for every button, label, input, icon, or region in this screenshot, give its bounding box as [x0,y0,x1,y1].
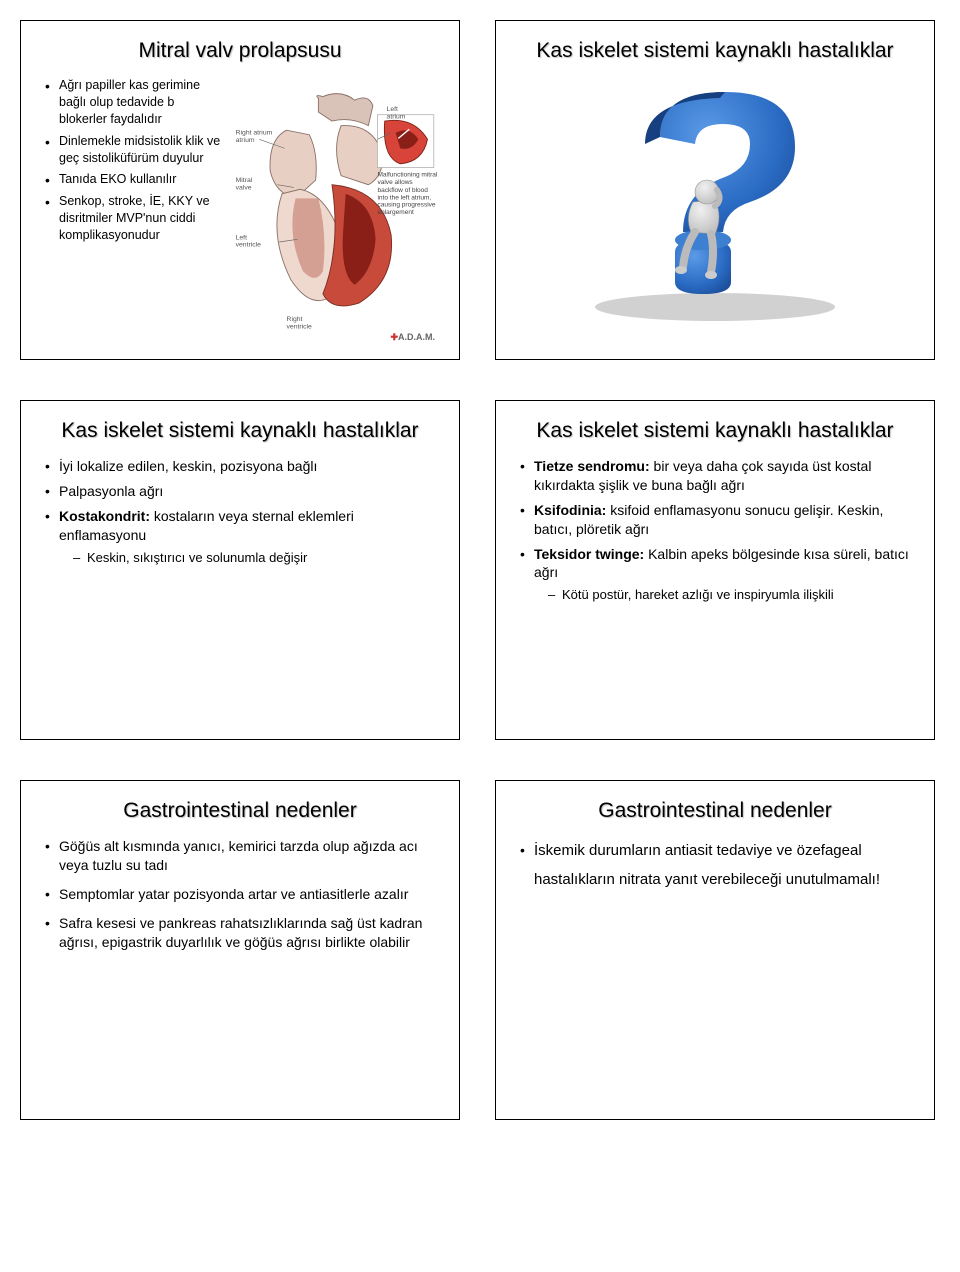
slide-gi-1: Gastrointestinal nedenler Göğüs alt kısm… [20,780,460,1120]
bullet-list: İskemik durumların antiasit tedaviye ve … [514,837,916,894]
label-right-ventricle: Right [286,316,302,323]
bullet-list: Ağrı papiller kas gerimine bağlı olup te… [39,77,224,244]
svg-text:atrium: atrium [386,113,405,120]
diagram-callout: Malfunctioning mitral valve allows backf… [377,171,439,216]
bullet-item: İyi lokalize edilen, keskin, pozisyona b… [45,457,441,476]
bullet-item: Ağrı papiller kas gerimine bağlı olup te… [45,77,224,128]
bullet-item: Kostakondrit: kostaların veya sternal ek… [45,507,441,566]
bullet-label: Teksidor twinge: [534,546,644,562]
bullet-item: Ksifodinia: ksifoid enflamasyonu sonucu … [520,501,916,539]
heart-svg: Right atrium atrium Left atrium Mitral v… [232,77,441,347]
bullet-item: Teksidor twinge: Kalbin apeks bölgesinde… [520,545,916,604]
slide-kas-1: Kas iskelet sistemi kaynaklı hastalıklar… [20,400,460,740]
bullet-list: Tietze sendromu: bir veya daha çok sayıd… [514,457,916,604]
slide-title: Kas iskelet sistemi kaynaklı hastalıklar [514,39,916,63]
slide-title: Mitral valv prolapsusu [39,39,441,63]
slide-kas-2: Kas iskelet sistemi kaynaklı hastalıklar… [495,400,935,740]
bullet-item: Göğüs alt kısmında yanıcı, kemirici tarz… [45,837,441,875]
slide-kas-question: Kas iskelet sistemi kaynaklı hastalıklar [495,20,935,360]
bullet-label: Kostakondrit: [59,508,150,524]
bullet-list-container: Ağrı papiller kas gerimine bağlı olup te… [39,77,224,347]
svg-text:ventricle: ventricle [286,323,312,330]
slide-body: İskemik durumların antiasit tedaviye ve … [514,837,916,894]
bullet-item: Palpasyonla ağrı [45,482,441,501]
bullet-label: Tietze sendromu: [534,458,650,474]
svg-text:valve: valve [236,184,252,191]
label-right-atrium: Right atrium [236,130,273,137]
bullet-item: İskemik durumların antiasit tedaviye ve … [520,837,916,894]
slide-title: Kas iskelet sistemi kaynaklı hastalıklar [514,419,916,443]
bullet-label: Ksifodinia: [534,502,606,518]
sub-list: Keskin, sıkıştırıcı ve solunumla değişir [59,549,441,567]
label-left-ventricle: Left [236,234,247,241]
bullet-item: Senkop, stroke, İE, KKY ve disritmiler M… [45,193,224,244]
sub-list: Kötü postür, hareket azlığı ve inspiryum… [534,586,916,604]
bullet-item: Safra kesesi ve pankreas rahatsızlıkları… [45,914,441,952]
bullet-item: Semptomlar yatar pozisyonda artar ve ant… [45,885,441,904]
question-mark-icon [565,82,865,322]
svg-text:atrium: atrium [236,137,255,144]
question-figure [514,77,916,327]
bullet-item: Tanıda EKO kullanılır [45,171,224,188]
slide-body: Ağrı papiller kas gerimine bağlı olup te… [39,77,441,347]
slide-grid: Mitral valv prolapsusu Ağrı papiller kas… [20,20,940,1120]
slide-mitral: Mitral valv prolapsusu Ağrı papiller kas… [20,20,460,360]
adam-logo: ✚A.D.A.M. [390,332,435,343]
slide-title: Kas iskelet sistemi kaynaklı hastalıklar [39,419,441,443]
bullet-list: Göğüs alt kısmında yanıcı, kemirici tarz… [39,837,441,951]
sub-item: Kötü postür, hareket azlığı ve inspiryum… [548,586,916,604]
slide-gi-2: Gastrointestinal nedenler İskemik duruml… [495,780,935,1120]
label-left-atrium: Left [386,106,397,113]
svg-text:ventricle: ventricle [236,242,262,249]
sub-item: Keskin, sıkıştırıcı ve solunumla değişir [73,549,441,567]
heart-diagram: Right atrium atrium Left atrium Mitral v… [232,77,441,347]
bullet-item: Tietze sendromu: bir veya daha çok sayıd… [520,457,916,495]
bullet-item: Dinlemekle midsistolik klik ve geç sisto… [45,133,224,167]
bullet-list: İyi lokalize edilen, keskin, pozisyona b… [39,457,441,566]
slide-title: Gastrointestinal nedenler [39,799,441,823]
slide-title: Gastrointestinal nedenler [514,799,916,823]
slide-body: Göğüs alt kısmında yanıcı, kemirici tarz… [39,837,441,951]
label-mitral-valve: Mitral [236,177,253,184]
